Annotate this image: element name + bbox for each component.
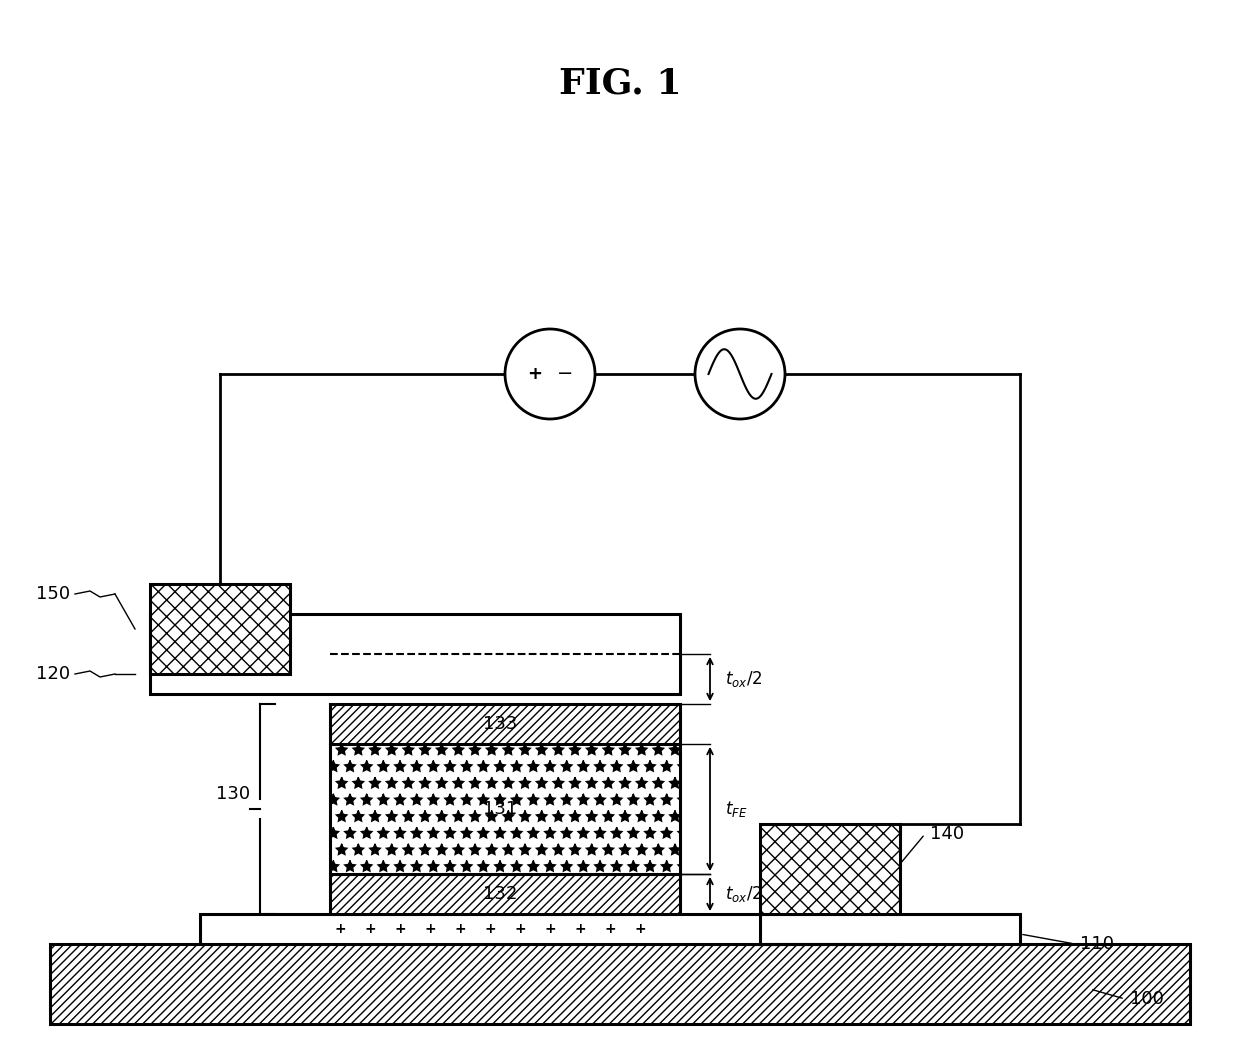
Text: +: + (365, 922, 376, 936)
Text: +: + (527, 365, 543, 383)
Text: +: + (604, 922, 616, 936)
Bar (150, 584, 290, 674)
Bar (330, 744, 680, 874)
Text: +: + (574, 922, 585, 936)
Bar (330, 874, 680, 914)
Bar (330, 704, 680, 744)
Text: 130: 130 (216, 785, 250, 803)
Text: +: + (484, 922, 496, 936)
Text: +: + (634, 922, 646, 936)
Text: 140: 140 (930, 825, 965, 843)
Text: +: + (424, 922, 435, 936)
Text: +: + (335, 922, 346, 936)
Bar (150, 614, 680, 694)
Text: 150: 150 (36, 585, 69, 603)
Text: 100: 100 (1130, 990, 1164, 1008)
Text: +: + (454, 922, 466, 936)
Text: +: + (515, 922, 526, 936)
Text: +: + (394, 922, 405, 936)
Text: 133: 133 (482, 715, 517, 733)
Circle shape (694, 329, 785, 419)
Text: $t_{FE}$: $t_{FE}$ (725, 799, 748, 819)
Text: 132: 132 (482, 885, 517, 903)
Circle shape (505, 329, 595, 419)
Text: FIG. 1: FIG. 1 (559, 67, 681, 101)
Bar (50, 944, 1190, 1024)
Text: +: + (544, 922, 556, 936)
Text: $t_{ox}/2$: $t_{ox}/2$ (725, 884, 763, 904)
Text: $t_{ox}/2$: $t_{ox}/2$ (725, 669, 763, 689)
Text: −: − (557, 365, 573, 384)
Bar (760, 824, 900, 914)
Text: 131: 131 (482, 800, 517, 818)
Text: 110: 110 (1080, 935, 1114, 953)
Text: 120: 120 (36, 665, 69, 683)
Bar (200, 914, 1021, 944)
